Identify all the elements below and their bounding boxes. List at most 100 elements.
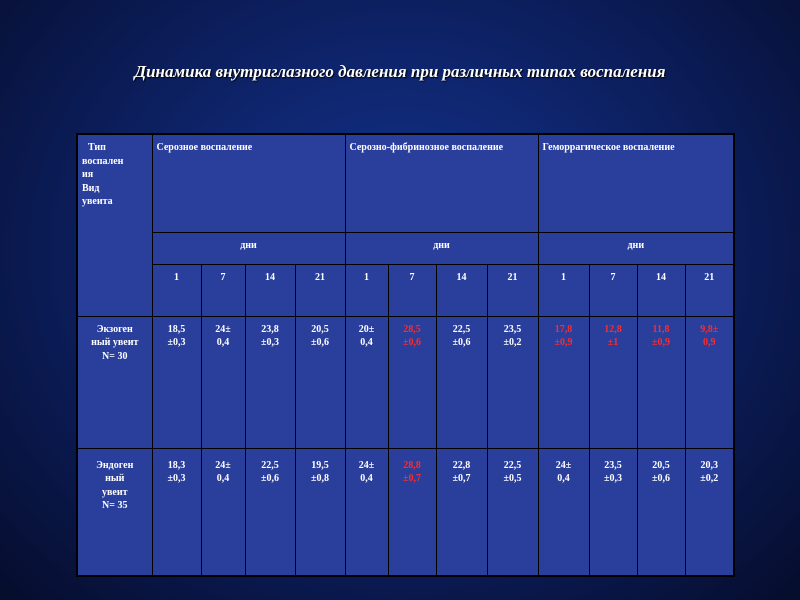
value-error: ±0,7: [403, 473, 422, 484]
day-number: 7: [200, 263, 246, 317]
value-error: ±0,9: [554, 337, 573, 348]
value-error: 0,4: [557, 473, 570, 484]
value-cell: 24± 0,4: [200, 315, 246, 449]
value-cell: 23,5 ±0,2: [486, 315, 539, 449]
row-head-line: N= 30: [102, 350, 128, 362]
row-header-exogenous: Экзоген ный увеит N= 30: [76, 315, 153, 449]
value-mean: 20,5: [311, 323, 329, 335]
value-mean: 20±: [358, 323, 375, 335]
value-mean: 23,5: [503, 323, 522, 335]
corner-line: воспален: [82, 155, 124, 167]
value-error: ±0,3: [167, 473, 186, 484]
value-cell: 12,8 ±1: [588, 315, 638, 449]
value-error: 0,4: [216, 473, 230, 484]
value-mean: 11,8: [652, 323, 670, 335]
value-mean: 24±: [555, 459, 572, 471]
value-error: ±0,3: [167, 337, 186, 348]
day-number: 21: [684, 263, 735, 317]
value-mean: 24±: [215, 323, 231, 335]
value-cell: 17,8 ±0,9: [537, 315, 590, 449]
row-head-line: Экзоген: [96, 323, 133, 335]
value-cell: 20± 0,4: [344, 315, 389, 449]
value-error: ±0,3: [604, 473, 623, 484]
corner-header-cell: Тип воспален ия Вид увеита: [76, 133, 153, 317]
group-header-serous-fibrinous: Серозно-фибринозное воспаление: [344, 133, 539, 233]
corner-line: Вид: [82, 182, 100, 194]
value-mean: 19,5: [311, 459, 329, 471]
value-cell: 20,5 ±0,6: [636, 447, 686, 577]
value-error: ±0,3: [261, 337, 279, 348]
value-mean: 23,8: [261, 323, 279, 335]
value-mean: 12,8: [604, 323, 622, 335]
group-header-serous: Серозное воспаление: [151, 133, 346, 233]
value-error: 0,9: [703, 337, 716, 348]
corner-line: Тип: [88, 142, 106, 153]
value-mean: 22,8: [452, 459, 471, 471]
value-cell: 18,5 ±0,3: [151, 315, 202, 449]
row-head-line: увеит: [101, 486, 128, 498]
value-mean: 18,5: [167, 323, 186, 335]
value-cell: 23,8 ±0,3: [244, 315, 296, 449]
value-mean: 28,8: [403, 459, 421, 471]
value-cell: 24± 0,4: [537, 447, 590, 577]
table-row-endogenous: Эндоген ный увеит N= 35 18,3 ±0,3 24± 0,4 22…: [76, 447, 735, 577]
days-label: дни: [151, 231, 346, 265]
value-error: ±0,6: [403, 337, 422, 348]
value-mean: 24±: [358, 459, 375, 471]
value-error: ±0,6: [652, 473, 671, 484]
value-error: ±0,5: [503, 473, 522, 484]
corner-line: увеита: [82, 196, 113, 207]
day-number: 1: [537, 263, 590, 317]
value-mean: 20,5: [652, 459, 670, 471]
value-error: 0,4: [360, 337, 373, 348]
day-number: 7: [588, 263, 638, 317]
row-header-endogenous: Эндоген ный увеит N= 35: [76, 447, 153, 577]
value-error: 0,4: [360, 473, 373, 484]
value-error: ±0,7: [452, 473, 471, 484]
value-error: ±0,6: [311, 337, 329, 348]
row-head-line: ный: [105, 473, 125, 484]
value-cell: 28,5 ±0,6: [387, 315, 437, 449]
day-number: 1: [151, 263, 202, 317]
day-number: 14: [244, 263, 296, 317]
value-cell: 9,8± 0,9: [684, 315, 735, 449]
day-number: 1: [344, 263, 389, 317]
value-error: ±0,8: [311, 473, 329, 484]
value-cell: 20,5 ±0,6: [294, 315, 346, 449]
value-cell: 22,8 ±0,7: [435, 447, 488, 577]
value-cell: 22,5 ±0,6: [244, 447, 296, 577]
value-cell: 11,8 ±0,9: [636, 315, 686, 449]
value-cell: 28,8 ±0,7: [387, 447, 437, 577]
value-cell: 20,3 ±0,2: [684, 447, 735, 577]
value-mean: 18,3: [167, 459, 186, 471]
value-error: ±0,2: [503, 337, 522, 348]
row-head-line: ный увеит: [91, 337, 139, 348]
value-mean: 22,5: [261, 459, 279, 471]
row-head-line: Эндоген: [96, 459, 134, 471]
value-cell: 19,5 ±0,8: [294, 447, 346, 577]
value-error: ±0,2: [700, 473, 719, 484]
corner-line: ия: [82, 169, 94, 180]
table-row-exogenous: Экзоген ный увеит N= 30 18,5 ±0,3 24± 0,4 23…: [76, 315, 735, 449]
value-error: 0,4: [216, 337, 230, 348]
value-mean: 22,5: [452, 323, 471, 335]
value-cell: 18,3 ±0,3: [151, 447, 202, 577]
group-header-hemorrhagic: Геморрагическое воспаление: [537, 133, 735, 233]
value-mean: 24±: [215, 459, 231, 471]
days-label: дни: [537, 231, 735, 265]
value-error: ±0,6: [261, 473, 279, 484]
day-number: 7: [387, 263, 437, 317]
value-error: ±1: [607, 337, 619, 348]
value-cell: 22,5 ±0,5: [486, 447, 539, 577]
value-mean: 9,8±: [700, 323, 719, 335]
pressure-table: Тип воспален ия Вид увеита Серозное восп…: [76, 133, 736, 577]
value-mean: 23,5: [604, 459, 622, 471]
days-label: дни: [344, 231, 539, 265]
value-mean: 20,3: [700, 459, 719, 471]
slide-title: Динамика внутриглазного давления при раз…: [134, 62, 666, 81]
day-number: 14: [435, 263, 488, 317]
value-cell: 24± 0,4: [200, 447, 246, 577]
row-head-line: N= 35: [102, 500, 128, 511]
day-number: 21: [294, 263, 346, 317]
day-number: 14: [636, 263, 686, 317]
